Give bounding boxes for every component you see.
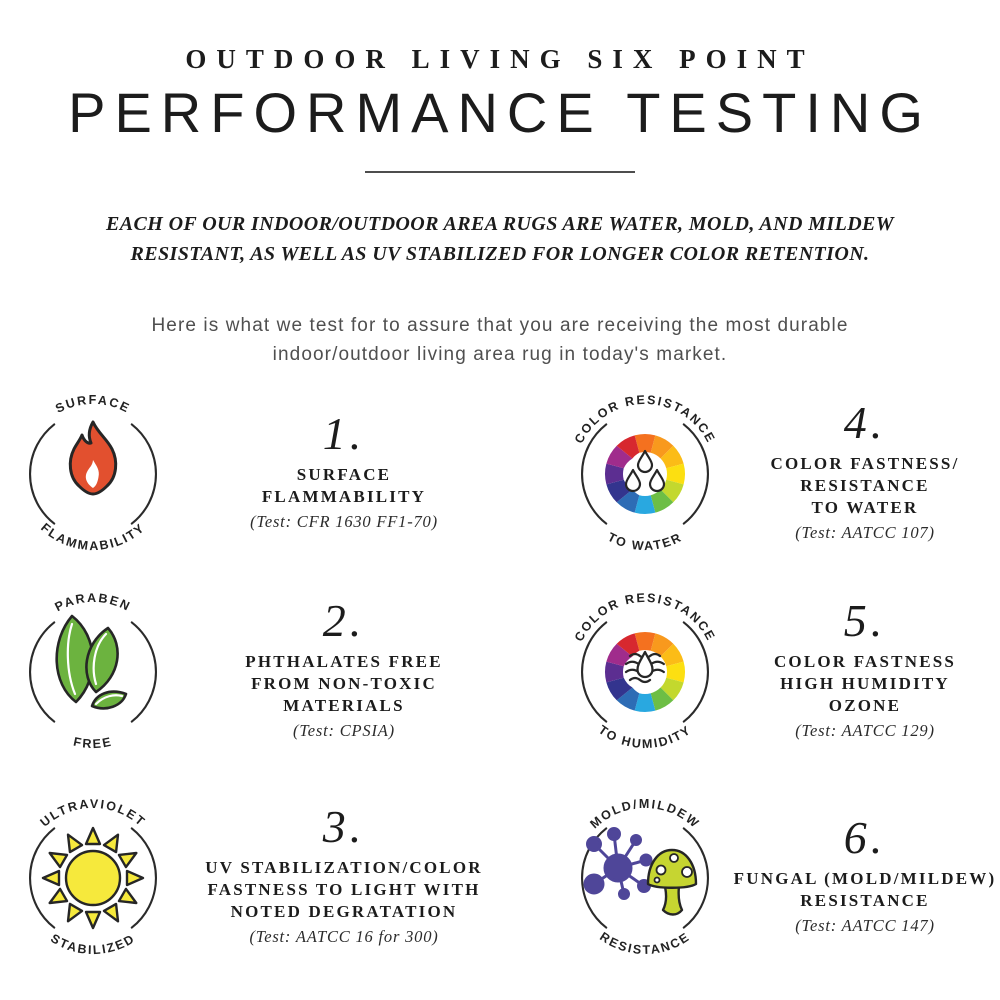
title-divider — [365, 171, 635, 173]
svg-text:MOLD/MILDEW: MOLD/MILDEW — [587, 797, 702, 831]
badge-surface-flammability: SURFACE FLAMMABILITY — [28, 393, 158, 553]
badge-color-resistance-water: COLOR RESISTANCE TO WATER — [572, 393, 717, 553]
item-5-title-line: OZONE — [828, 695, 902, 715]
item-5-text: 5. COLOR FASTNESS HIGH HUMIDITY OZONE (T… — [730, 595, 1000, 741]
item-1-test: (Test: CFR 1630 FF1-70) — [250, 511, 438, 531]
item-6-text: 6. FUNGAL (MOLD/MILDEW) RESISTANCE (Test… — [730, 812, 1000, 935]
item-1-text: 1. SURFACE FLAMMABILITY (Test: CFR 1630 … — [178, 408, 510, 531]
item-3-number: 3. — [322, 801, 366, 853]
svg-text:FLAMMABILITY: FLAMMABILITY — [38, 520, 148, 553]
mold-spore-icon — [583, 827, 653, 900]
item-1-title-line: FLAMMABILITY — [261, 486, 427, 506]
svg-text:RESISTANCE: RESISTANCE — [597, 929, 692, 957]
item-5-title-line: HIGH HUMIDITY — [780, 673, 950, 693]
leaves-icon — [55, 614, 128, 710]
item-5-test: (Test: AATCC 129) — [795, 720, 935, 740]
item-3-title-line: UV STABILIZATION/COLOR — [205, 857, 483, 877]
test-item-6: MOLD/MILDEW RESISTANCE — [560, 786, 1000, 964]
badge-ultraviolet-stabilized: ULTRAVIOLET STABILIZED — [28, 797, 158, 957]
item-5-title-line: COLOR FASTNESS — [773, 651, 957, 671]
color-wheel-icon — [604, 433, 686, 515]
item-2-text: 2. PHTHALATES FREE FROM NON-TOXIC MATERI… — [178, 595, 510, 741]
test-item-5: COLOR RESISTANCE TO HUMIDITY — [560, 580, 1000, 758]
item-2-title-line: FROM NON-TOXIC — [251, 673, 437, 693]
item-3-title-line: NOTED DEGRATATION — [230, 901, 458, 921]
item-3-test: (Test: AATCC 16 for 300) — [249, 926, 439, 946]
svg-text:SURFACE: SURFACE — [53, 393, 133, 416]
item-6-title-line: RESISTANCE — [800, 890, 930, 910]
item-6-test: (Test: AATCC 147) — [795, 915, 935, 935]
svg-text:FREE: FREE — [72, 735, 114, 752]
eyebrow-title: OUTDOOR LIVING SIX POINT — [185, 44, 815, 74]
badge-mold-mildew-resistance: MOLD/MILDEW RESISTANCE — [580, 797, 710, 957]
item-3-title-line: FASTNESS TO LIGHT WITH — [207, 879, 481, 899]
humidity-drop-icon — [624, 650, 665, 684]
test-item-1: SURFACE FLAMMABILITY 1. SURFACE FLAMMABI… — [8, 382, 510, 560]
intro-line-1: Here is what we test for to assure that … — [151, 315, 849, 336]
flame-icon — [68, 420, 118, 496]
item-2-title-line: PHTHALATES FREE — [245, 651, 443, 671]
item-2-number: 2. — [322, 595, 366, 647]
page-title: PERFORMANCE TESTING — [68, 81, 932, 144]
svg-text:ULTRAVIOLET: ULTRAVIOLET — [38, 797, 149, 830]
badge-paraben-free: PARABEN FREE — [28, 591, 158, 752]
item-4-title-line: RESISTANCE — [800, 475, 930, 495]
svg-text:PARABEN: PARABEN — [53, 591, 134, 614]
sun-icon — [41, 826, 145, 930]
color-wheel-icon — [604, 631, 686, 713]
statement-line-1: EACH OF OUR INDOOR/OUTDOOR AREA RUGS ARE… — [106, 213, 894, 235]
intro-text: Here is what we test for to assure that … — [110, 311, 890, 370]
item-6-number: 6. — [843, 812, 887, 864]
mushroom-icon — [646, 848, 698, 916]
item-4-text: 4. COLOR FASTNESS/ RESISTANCE TO WATER (… — [730, 397, 1000, 543]
item-1-number: 1. — [322, 408, 366, 460]
item-4-title-line: COLOR FASTNESS/ — [770, 453, 960, 473]
item-6-title-line: FUNGAL (MOLD/MILDEW) — [733, 868, 997, 888]
item-2-test: (Test: CPSIA) — [293, 720, 395, 740]
item-1-title-line: SURFACE — [296, 464, 392, 484]
item-4-title-line: TO WATER — [811, 497, 919, 517]
statement-text: EACH OF OUR INDOOR/OUTDOOR AREA RUGS ARE… — [80, 209, 920, 269]
svg-text:STABILIZED: STABILIZED — [48, 931, 138, 957]
badge-color-resistance-humidity: COLOR RESISTANCE TO HUMIDITY — [572, 591, 717, 752]
svg-text:TO HUMIDITY: TO HUMIDITY — [596, 723, 694, 752]
item-4-number: 4. — [843, 397, 887, 449]
test-item-2: PARABEN FREE 2. PHTHALATES FREE FROM NON… — [8, 580, 510, 758]
item-3-text: 3. UV STABILIZATION/COLOR FASTNESS TO LI… — [178, 801, 510, 947]
water-drops-icon — [624, 449, 666, 493]
item-5-number: 5. — [843, 595, 887, 647]
item-2-title-line: MATERIALS — [283, 695, 405, 715]
svg-text:TO WATER: TO WATER — [605, 530, 684, 553]
intro-line-2: indoor/outdoor living area rug in today'… — [272, 344, 728, 366]
test-item-3: ULTRAVIOLET STABILIZED 3. UV STABILIZATI… — [8, 786, 510, 964]
test-item-4: COLOR RESISTANCE TO WATER — [560, 382, 1000, 560]
statement-line-2: RESISTANT, AS WELL AS UV STABILIZED FOR … — [130, 243, 870, 265]
item-4-test: (Test: AATCC 107) — [795, 522, 935, 542]
